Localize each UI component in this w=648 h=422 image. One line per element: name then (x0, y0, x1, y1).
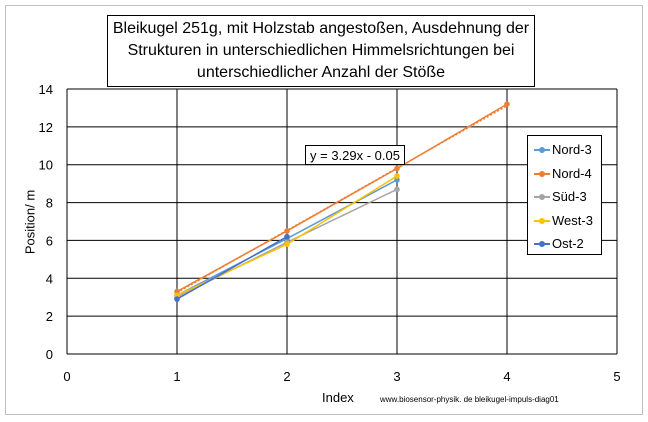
trendline-equation: y = 3.29x - 0.05 (305, 145, 405, 165)
legend: Nord-3 Nord-4 Süd-3 West-3 Ost-2 (527, 135, 602, 255)
legend-label: Nord-4 (552, 165, 592, 181)
data-point (284, 241, 290, 248)
y-axis-title: Position/ m (22, 189, 38, 255)
legend-marker (539, 194, 545, 200)
chart-title-line-1: Bleikugel 251g, mit Holzstab angestoßen,… (112, 20, 530, 37)
y-tick-label: 12 (39, 120, 53, 135)
y-tick-label: 8 (46, 196, 53, 211)
x-axis-title: Index (322, 390, 354, 405)
chart-title: Bleikugel 251g, mit Holzstab angestoßen,… (107, 15, 535, 87)
series-line-ost-2 (176, 235, 288, 300)
source-credit: www.biosensor-physik. de bleikugel-impul… (380, 395, 559, 404)
legend-item-sued-3: Süd-3 (528, 185, 601, 209)
x-tick-label: 2 (283, 369, 290, 384)
y-tick-label: 6 (46, 233, 53, 248)
legend-marker (539, 170, 545, 177)
chart-title-line-2: Strukturen in unterschiedlichen Himmelsr… (127, 42, 515, 59)
data-point (504, 101, 510, 107)
data-point (284, 228, 290, 234)
legend-marker (539, 147, 545, 153)
y-tick-label: 0 (46, 347, 53, 362)
x-tick-label: 0 (63, 369, 70, 384)
x-tick-label: 5 (613, 369, 620, 384)
legend-label: Nord-3 (552, 142, 592, 157)
series-layer (174, 101, 510, 302)
legend-label: Ost-2 (552, 236, 584, 251)
y-tick-label: 10 (39, 158, 53, 173)
legend-item-nord-4: Nord-4 (528, 162, 601, 186)
legend-label: Süd-3 (552, 189, 587, 204)
legend-marker (539, 217, 545, 224)
y-tick-label: 14 (39, 82, 53, 97)
legend-label: West-3 (552, 212, 593, 228)
legend-marker (539, 241, 545, 247)
data-point (174, 296, 180, 302)
data-point (394, 186, 400, 193)
y-tick-label: 2 (46, 309, 53, 324)
x-tick-label: 3 (393, 369, 400, 384)
legend-item-ost-2: Ost-2 (528, 232, 601, 256)
data-point (394, 173, 400, 179)
data-point (284, 233, 290, 240)
x-tick-label: 4 (503, 369, 510, 384)
chart-title-line-3: unterschiedlicher Anzahl der Stöße (196, 64, 446, 81)
y-tick-label: 4 (46, 271, 53, 286)
grid-lines (66, 88, 618, 355)
data-point (394, 165, 400, 172)
series-line-nord-4 (176, 103, 508, 293)
legend-item-nord-3: Nord-3 (528, 138, 601, 162)
legend-item-west-3: West-3 (528, 209, 601, 233)
x-tick-label: 1 (173, 369, 180, 384)
